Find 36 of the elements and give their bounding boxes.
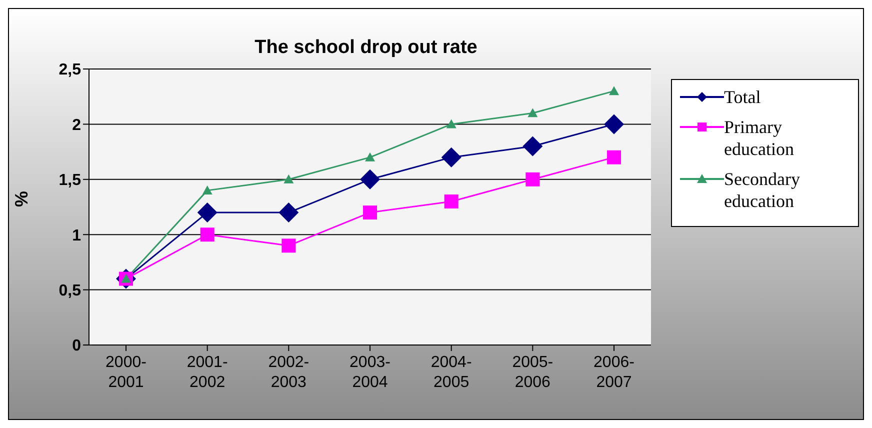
y-tick-label: 1 xyxy=(72,227,82,244)
point xyxy=(607,150,621,164)
point xyxy=(365,152,375,162)
x-tick-label: 2004-2005 xyxy=(430,354,472,391)
x-tick-label: 2005-2006 xyxy=(512,354,554,391)
point xyxy=(360,169,380,190)
x-tick-label: 2003-2004 xyxy=(350,354,390,391)
x-tick-label: 2001-2002 xyxy=(186,354,228,391)
point xyxy=(200,228,214,242)
x-tick-label: 2006-2007 xyxy=(594,354,634,391)
point xyxy=(197,202,218,223)
point xyxy=(363,206,377,220)
legend-label: Total xyxy=(724,86,761,108)
point xyxy=(441,147,462,168)
point xyxy=(609,86,619,96)
y-tick-label: 2 xyxy=(72,116,82,134)
point xyxy=(278,202,299,223)
y-tick-label: 2,5 xyxy=(58,62,82,79)
chart-title: The school drop out rate xyxy=(254,36,478,59)
point xyxy=(446,119,456,128)
point xyxy=(202,185,212,194)
legend-label: Secondary education xyxy=(724,168,801,212)
point xyxy=(444,194,458,208)
point xyxy=(528,108,538,118)
y-axis-title: % xyxy=(11,190,32,207)
point xyxy=(282,238,296,253)
x-tick-label: 2002-2003 xyxy=(268,354,310,391)
legend-label: Primary education xyxy=(724,116,795,160)
point xyxy=(526,172,540,186)
x-tick-label: 2000-2001 xyxy=(106,354,146,391)
y-tick-label: 0,5 xyxy=(58,282,82,300)
y-tick-label: 0 xyxy=(72,338,82,355)
point xyxy=(604,114,624,134)
point xyxy=(522,136,543,156)
y-tick-label: 1,5 xyxy=(58,172,82,190)
point xyxy=(284,174,294,184)
